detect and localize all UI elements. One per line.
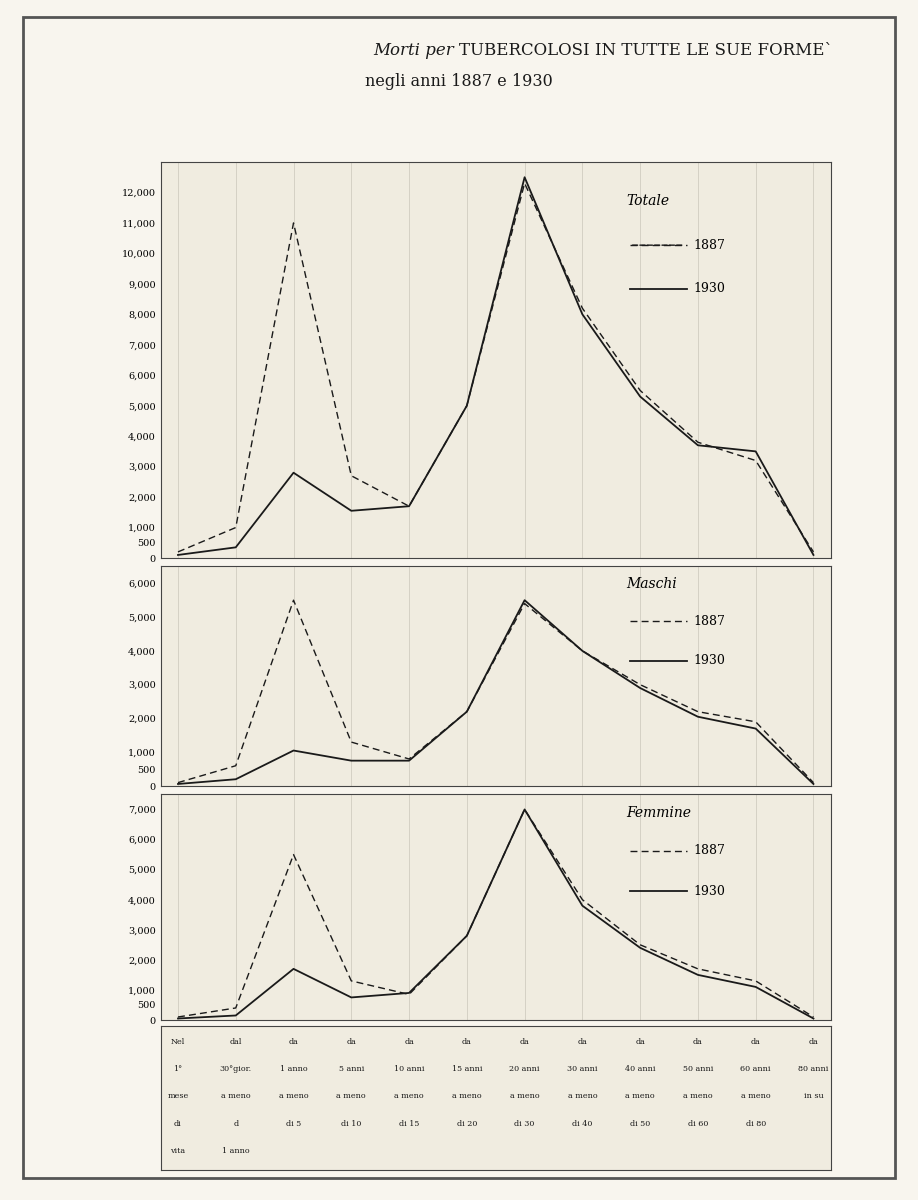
Text: 50 anni: 50 anni [683, 1064, 713, 1073]
Text: 1887: 1887 [693, 239, 725, 252]
Text: 1°: 1° [174, 1064, 183, 1073]
Text: 1930: 1930 [693, 884, 725, 898]
Text: di 15: di 15 [399, 1120, 420, 1128]
Text: 80 anni: 80 anni [799, 1064, 829, 1073]
Text: da: da [809, 1038, 818, 1045]
Text: di 20: di 20 [456, 1120, 477, 1128]
Text: negli anni 1887 e 1930: negli anni 1887 e 1930 [365, 73, 553, 90]
Text: di 5: di 5 [285, 1120, 301, 1128]
Text: 1887: 1887 [693, 614, 725, 628]
Text: a meno: a meno [394, 1092, 424, 1100]
Text: 30 anni: 30 anni [567, 1064, 598, 1073]
Text: da: da [751, 1038, 761, 1045]
Text: da: da [346, 1038, 356, 1045]
Text: Morti per: Morti per [373, 42, 459, 59]
Text: di 50: di 50 [630, 1120, 650, 1128]
Text: di 80: di 80 [745, 1120, 766, 1128]
Text: Maschi: Maschi [626, 577, 677, 592]
Text: Totale: Totale [626, 193, 669, 208]
Text: 1 anno: 1 anno [280, 1064, 308, 1073]
Text: da: da [404, 1038, 414, 1045]
Text: a meno: a meno [221, 1092, 251, 1100]
Text: 30°gior.: 30°gior. [219, 1064, 252, 1073]
Text: a meno: a meno [279, 1092, 308, 1100]
Text: da: da [288, 1038, 298, 1045]
Text: 60 anni: 60 anni [741, 1064, 771, 1073]
Text: di 60: di 60 [688, 1120, 708, 1128]
Text: a meno: a meno [683, 1092, 712, 1100]
Text: 40 anni: 40 anni [625, 1064, 655, 1073]
Text: d: d [233, 1120, 239, 1128]
Text: a meno: a meno [567, 1092, 598, 1100]
Text: 1887: 1887 [693, 845, 725, 857]
Text: a meno: a meno [452, 1092, 482, 1100]
Text: 10 anni: 10 anni [394, 1064, 424, 1073]
Text: mese: mese [167, 1092, 188, 1100]
Text: Nel: Nel [171, 1038, 185, 1045]
Text: 1930: 1930 [693, 282, 725, 295]
Text: di 30: di 30 [514, 1120, 535, 1128]
Text: Femmine: Femmine [626, 805, 691, 820]
Text: di 10: di 10 [341, 1120, 362, 1128]
Text: 1930: 1930 [693, 654, 725, 667]
Text: di: di [174, 1120, 182, 1128]
Text: a meno: a meno [337, 1092, 366, 1100]
Text: 5 anni: 5 anni [339, 1064, 364, 1073]
Text: 1 anno: 1 anno [222, 1147, 250, 1154]
Text: di 40: di 40 [572, 1120, 592, 1128]
Text: in su: in su [803, 1092, 823, 1100]
Text: da: da [693, 1038, 703, 1045]
Text: da: da [462, 1038, 472, 1045]
Text: a meno: a meno [509, 1092, 540, 1100]
Text: 15 anni: 15 anni [452, 1064, 482, 1073]
Text: vita: vita [171, 1147, 185, 1154]
Text: a meno: a meno [625, 1092, 655, 1100]
Text: da: da [635, 1038, 645, 1045]
Text: da: da [520, 1038, 530, 1045]
Text: TUBERCOLOSI IN TUTTE LE SUE FORME`: TUBERCOLOSI IN TUTTE LE SUE FORME` [459, 42, 833, 59]
Text: dal: dal [230, 1038, 242, 1045]
Text: 20 anni: 20 anni [509, 1064, 540, 1073]
Text: a meno: a meno [741, 1092, 770, 1100]
Text: da: da [577, 1038, 588, 1045]
